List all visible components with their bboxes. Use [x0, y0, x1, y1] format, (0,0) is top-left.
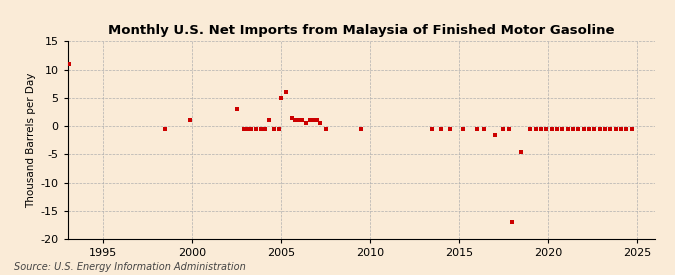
Title: Monthly U.S. Net Imports from Malaysia of Finished Motor Gasoline: Monthly U.S. Net Imports from Malaysia o… — [108, 24, 614, 37]
Point — [498, 127, 509, 131]
Point — [594, 127, 605, 131]
Point — [274, 127, 285, 131]
Point — [294, 118, 304, 123]
Point — [250, 127, 261, 131]
Point — [320, 127, 331, 131]
Point — [616, 127, 626, 131]
Point — [504, 127, 514, 131]
Point — [610, 127, 621, 131]
Point — [231, 107, 242, 111]
Point — [160, 127, 171, 131]
Point — [605, 127, 616, 131]
Point — [281, 90, 292, 94]
Point — [185, 118, 196, 123]
Point — [269, 127, 279, 131]
Point — [626, 127, 637, 131]
Point — [300, 121, 311, 125]
Point — [315, 121, 325, 125]
Point — [286, 116, 297, 120]
Point — [238, 127, 249, 131]
Point — [290, 118, 300, 123]
Point — [308, 118, 319, 123]
Point — [304, 118, 315, 123]
Point — [541, 127, 551, 131]
Point — [557, 127, 568, 131]
Point — [356, 127, 367, 131]
Point — [242, 127, 252, 131]
Point — [471, 127, 482, 131]
Point — [275, 96, 286, 100]
Point — [583, 127, 594, 131]
Point — [589, 127, 599, 131]
Point — [297, 118, 308, 123]
Point — [507, 220, 518, 224]
Text: Source: U.S. Energy Information Administration: Source: U.S. Energy Information Administ… — [14, 262, 245, 272]
Point — [546, 127, 557, 131]
Point — [64, 62, 75, 66]
Point — [489, 132, 500, 137]
Point — [562, 127, 573, 131]
Point — [621, 127, 632, 131]
Point — [427, 127, 437, 131]
Point — [551, 127, 562, 131]
Point — [246, 127, 256, 131]
Point — [573, 127, 584, 131]
Y-axis label: Thousand Barrels per Day: Thousand Barrels per Day — [26, 73, 36, 208]
Point — [263, 118, 274, 123]
Point — [479, 127, 489, 131]
Point — [311, 118, 322, 123]
Point — [599, 127, 610, 131]
Point — [530, 127, 541, 131]
Point — [445, 127, 456, 131]
Point — [260, 127, 271, 131]
Point — [578, 127, 589, 131]
Point — [436, 127, 447, 131]
Point — [256, 127, 267, 131]
Point — [524, 127, 535, 131]
Point — [516, 149, 526, 154]
Point — [535, 127, 546, 131]
Point — [457, 127, 468, 131]
Point — [568, 127, 578, 131]
